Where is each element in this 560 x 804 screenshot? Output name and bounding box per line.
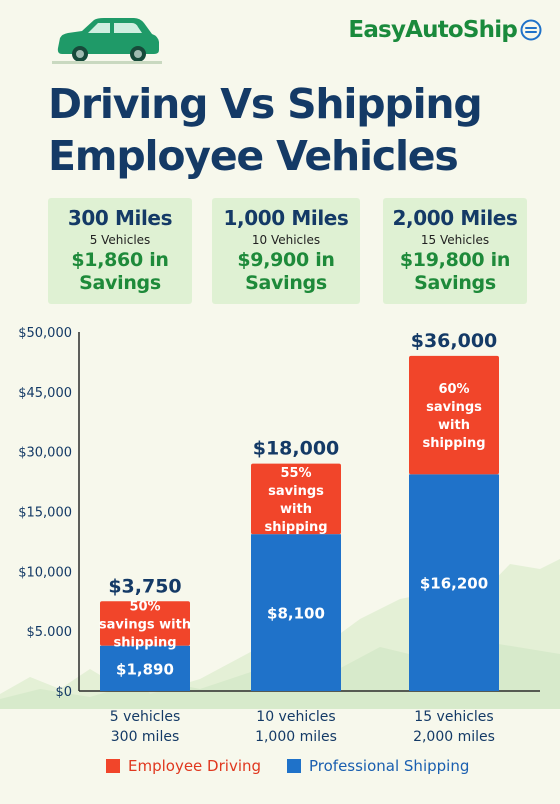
car-icon xyxy=(52,18,162,64)
shipping-value-label: $8,100 xyxy=(267,605,325,623)
driving-savings-label: 60% savings with shipping xyxy=(422,382,485,451)
summary-vehicles: 10 Vehicles xyxy=(251,233,321,247)
title-line-1: Driving Vs Shipping xyxy=(48,80,483,128)
legend-swatch-shipping xyxy=(287,759,301,773)
bar-employee-driving xyxy=(251,463,341,535)
driving-savings-label: 50% savings with shipping xyxy=(99,600,191,651)
y-tick-label: $50,000 xyxy=(18,326,72,341)
legend-label-driving: Employee Driving xyxy=(128,757,262,775)
y-tick-label: $30,000 xyxy=(18,446,72,461)
brand-name: EasyAutoShip xyxy=(348,17,517,43)
brand-logo: EasyAutoShip xyxy=(348,14,542,46)
shipping-value-label: $16,200 xyxy=(420,575,488,593)
summary-vehicles: 15 Vehicles xyxy=(420,233,490,247)
y-tick-label: $15,000 xyxy=(18,506,72,521)
bar-professional-shipping xyxy=(251,534,341,691)
bar-total-label: $3,750 xyxy=(108,575,181,597)
summary-miles: 1,000 Miles xyxy=(223,206,349,230)
summary-miles: 300 Miles xyxy=(67,206,173,230)
y-tick-label: $0 xyxy=(55,685,72,700)
shipping-value-label: $1,890 xyxy=(116,660,174,678)
summary-vehicles: 5 Vehicles xyxy=(89,233,151,247)
summary-savings: $1,860 in Savings xyxy=(71,249,169,294)
x-category-label: 15 vehicles 2,000 miles xyxy=(413,709,495,745)
driving-savings-label: 55% savings with shipping xyxy=(264,466,327,535)
summary-miles: 2,000 Miles xyxy=(392,206,518,230)
y-tick-label: $45,000 xyxy=(18,386,72,401)
page-title: Driving Vs Shipping Employee Vehicles xyxy=(48,78,483,182)
summary-box-1000-miles: 1,000 Miles 10 Vehicles $9,900 in Saving… xyxy=(212,198,360,304)
bar-total-label: $36,000 xyxy=(411,330,498,352)
summary-box-300-miles: 300 Miles 5 Vehicles $1,860 in Savings xyxy=(48,198,192,304)
bar-professional-shipping xyxy=(100,645,190,691)
x-category-label: 10 vehicles 1,000 miles xyxy=(255,709,337,745)
summary-savings: $9,900 in Savings xyxy=(237,249,335,294)
legend-swatch-driving xyxy=(106,759,120,773)
legend-label-shipping: Professional Shipping xyxy=(309,757,470,775)
y-tick-label: $10,000 xyxy=(18,565,72,580)
bar-total-label: $18,000 xyxy=(253,438,340,460)
summary-savings: $19,800 in Savings xyxy=(399,249,511,294)
legend-item-shipping: Professional Shipping xyxy=(287,757,469,775)
summary-box-2000-miles: 2,000 Miles 15 Vehicles $19,800 in Savin… xyxy=(383,198,527,304)
bar-professional-shipping xyxy=(409,474,499,691)
bar-employee-driving xyxy=(409,355,499,475)
bar-employee-driving xyxy=(100,601,190,646)
x-category-label: 5 vehicles 300 miles xyxy=(110,709,181,745)
title-line-2: Employee Vehicles xyxy=(48,132,459,180)
speedometer-icon xyxy=(520,19,542,41)
y-tick-label: $5.000 xyxy=(27,625,73,640)
legend-item-driving: Employee Driving xyxy=(106,757,261,775)
